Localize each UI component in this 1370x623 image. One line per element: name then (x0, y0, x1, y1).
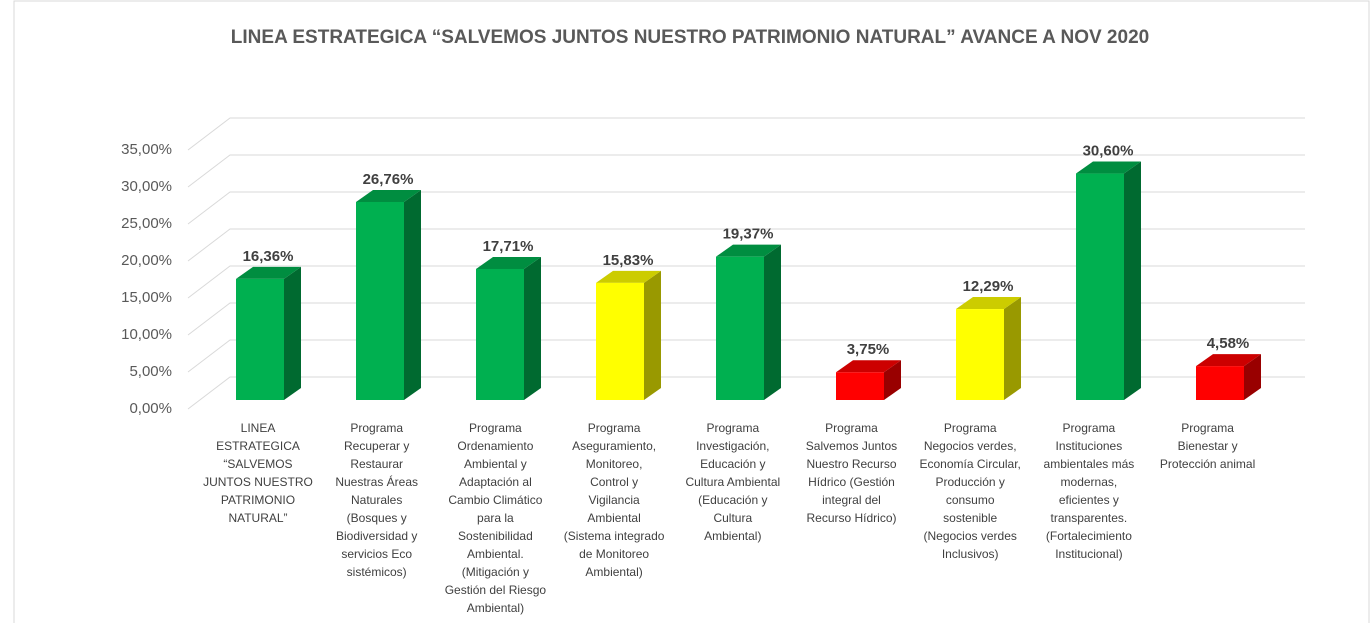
bar-side (644, 270, 661, 400)
value-label: 30,60% (1083, 143, 1134, 160)
bar (1076, 173, 1124, 400)
y-tick-label: 0,00% (129, 400, 172, 417)
bar-side (404, 189, 421, 400)
y-tick-label: 10,00% (121, 326, 172, 343)
chart-title: LINEA ESTRATEGICA “SALVEMOS JUNTOS NUEST… (231, 27, 1149, 48)
grid-line (187, 228, 1305, 262)
bar-top (1076, 161, 1141, 174)
x-tick-label: LINEA ESTRATEGICA “SALVEMOS JUNTOS NUEST… (203, 421, 313, 525)
grid-line (187, 339, 1305, 373)
y-tick-label: 20,00% (121, 252, 172, 269)
x-tick-label: Programa Aseguramiento, Monitoreo, Contr… (563, 421, 665, 579)
bar-top (1196, 354, 1261, 367)
x-tick-label: Programa Salvemos Juntos Nuestro Recurso… (805, 421, 898, 525)
x-tick-label: Programa Bienestar y Protección animal (1159, 421, 1256, 471)
value-label: 16,36% (243, 248, 294, 265)
bar-top (836, 360, 901, 373)
bar (956, 309, 1004, 400)
chart-border (13, 0, 1370, 623)
bar-side (524, 256, 541, 400)
grid-line (187, 302, 1305, 336)
bar-side (284, 266, 301, 400)
value-label: 19,37% (723, 226, 774, 243)
bar-side (1124, 161, 1141, 400)
y-tick-label: 30,00% (121, 178, 172, 195)
bar-side (764, 244, 781, 400)
value-label: 15,83% (603, 252, 654, 269)
bar-top (716, 244, 781, 257)
bar-top (236, 266, 301, 279)
x-tick-label: Programa Investigación, Educación y Cult… (685, 421, 781, 543)
bar (836, 372, 884, 400)
y-tick-label: 15,00% (121, 289, 172, 306)
bar-top (356, 189, 421, 202)
bar-top (476, 256, 541, 269)
y-tick-label: 25,00% (121, 215, 172, 232)
grid-line (187, 117, 1305, 151)
y-tick-label: 5,00% (129, 363, 172, 380)
value-label: 3,75% (847, 341, 890, 358)
y-tick-label: 35,00% (121, 141, 172, 158)
bar-side (1004, 297, 1021, 400)
grid-line (187, 376, 1305, 410)
value-label: 4,58% (1207, 335, 1250, 352)
value-label: 26,76% (363, 171, 414, 188)
x-tick-label: Programa Ordenamiento Ambiental y Adapta… (444, 421, 547, 615)
grid-line (187, 265, 1305, 299)
bar (236, 278, 284, 400)
bar (1196, 366, 1244, 400)
bar-side (884, 360, 901, 400)
bar-side (1244, 354, 1261, 400)
bar (356, 201, 404, 400)
grid-line (187, 191, 1305, 225)
bar-top (596, 270, 661, 283)
bar (596, 282, 644, 400)
x-tick-label: Programa Instituciones ambientales más m… (1043, 421, 1135, 561)
x-tick-label: Programa Negocios verdes, Economía Circu… (919, 421, 1021, 561)
bar (476, 268, 524, 400)
bar (716, 256, 764, 400)
value-label: 12,29% (963, 278, 1014, 295)
bar-top (956, 297, 1021, 310)
grid-line (187, 154, 1305, 188)
value-label: 17,71% (483, 238, 534, 255)
x-tick-label: Programa Recuperar y Restaurar Nuestras … (335, 421, 419, 579)
